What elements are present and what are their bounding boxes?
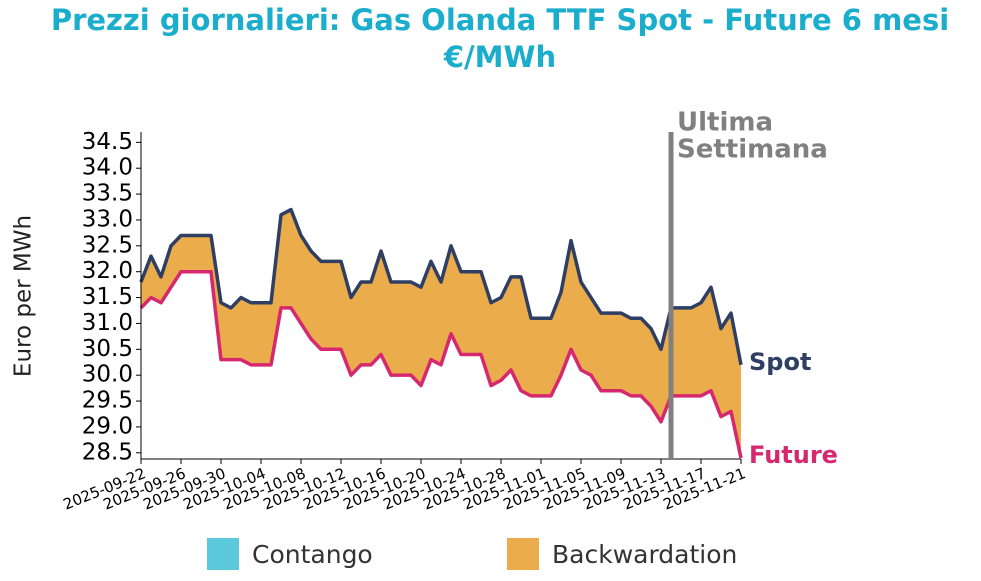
- y-axis-label: Euro per MWh: [11, 215, 37, 377]
- chart-title: Prezzi giornalieri: Gas Olanda TTF Spot …: [51, 3, 949, 37]
- series-line: [139, 269, 743, 459]
- series-end-label: Spot: [749, 348, 811, 376]
- series-end-label: Future: [749, 441, 838, 469]
- series-line: [139, 207, 743, 366]
- y-tick-label: 33.0: [82, 206, 133, 232]
- legend-label: Backwardation: [552, 540, 737, 569]
- annotation: Ultima: [677, 108, 773, 138]
- y-tick-label: 29.0: [82, 413, 133, 439]
- y-tick-label: 30.0: [82, 362, 133, 388]
- y-tick-label: 31.0: [82, 310, 133, 336]
- backwardation-area: [141, 209, 741, 458]
- y-tick-label: 28.5: [82, 439, 133, 465]
- legend-label: Contango: [252, 540, 373, 569]
- legend-swatch: [507, 538, 539, 570]
- y-tick-label: 34.5: [82, 129, 133, 155]
- annotation: Settimana: [677, 135, 828, 165]
- y-tick-label: 33.5: [82, 181, 133, 207]
- y-tick-label: 29.5: [82, 388, 133, 414]
- y-tick-label: 34.0: [82, 155, 133, 181]
- legend-swatch: [207, 538, 239, 570]
- chart-title: €/MWh: [443, 40, 556, 74]
- y-tick-label: 31.5: [82, 284, 133, 310]
- y-tick-label: 32.5: [82, 232, 133, 258]
- y-tick-label: 32.0: [82, 258, 133, 284]
- y-tick-label: 30.5: [82, 336, 133, 362]
